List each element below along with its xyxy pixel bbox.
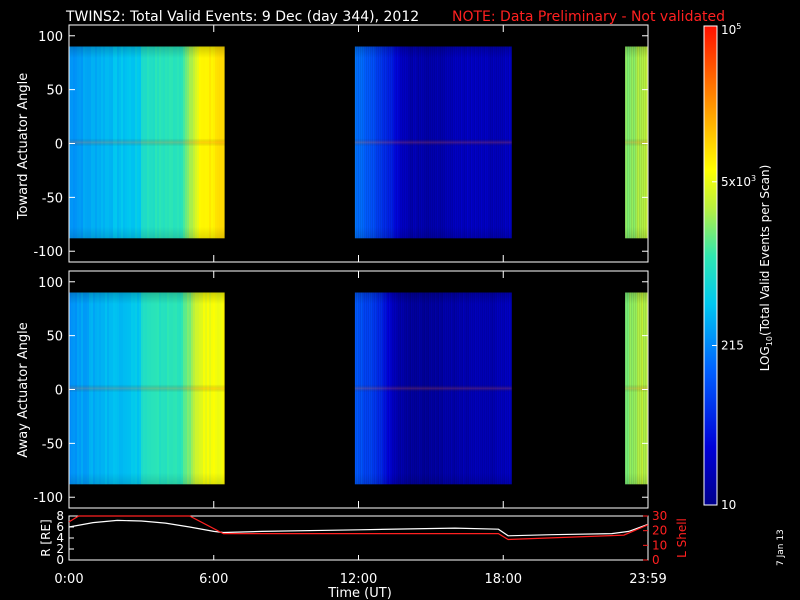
colorbar-label-rest: (Total Valid Events per Scan): [758, 165, 772, 336]
ytick-label: -100: [33, 245, 63, 260]
ytick-label: -50: [42, 191, 63, 206]
orbit-ytick2-label: 20: [652, 524, 667, 538]
colorbar-tick-label: 10: [721, 498, 736, 512]
heatmap-shading: [625, 292, 648, 485]
ytick-label: 100: [38, 30, 63, 45]
orbit-xtick-label: 23:59: [629, 572, 666, 587]
orbit-ylabel-left: R [RE]: [39, 519, 53, 556]
date-stamp: 7 Jan 13: [776, 529, 786, 566]
heatmap-block: [354, 292, 512, 485]
ytick-label: 100: [38, 276, 63, 291]
orbit-ytick-label: 6: [56, 520, 64, 534]
orbit-xtick-label: 12:00: [340, 572, 377, 587]
panel-toward-ylabel: Toward Actuator Angle: [16, 73, 31, 220]
heatmap-block: [69, 292, 225, 485]
colorbar-label-main: LOG: [758, 346, 772, 371]
colorbar-label: LOG10(Total Valid Events per Scan): [758, 165, 774, 372]
panel-away-ticks: 100 50 0 -50 -100: [33, 271, 649, 508]
colorbar-tick-base: 5x10: [721, 175, 751, 189]
colorbar-gradient: [703, 25, 718, 506]
ytick-label: -100: [33, 491, 63, 506]
panel-toward-heatmap: [69, 46, 648, 239]
orbit-ytick-label: 2: [56, 542, 64, 556]
heatmap-shading: [625, 46, 648, 239]
orbit-xlabel: Time (UT): [327, 586, 392, 600]
heatmap-block: [625, 292, 648, 485]
heatmap-block: [625, 46, 648, 239]
heatmap-shading: [69, 46, 225, 239]
orbit-ytick-label: 0: [56, 553, 64, 567]
heatmap-shading: [354, 46, 512, 239]
panel-toward: 100 50 0 -50 -100 Toward Actuator Angle: [16, 24, 649, 263]
panel-toward-ticks: 100 50 0 -50 -100: [33, 25, 649, 262]
colorbar-tick-base: 215: [721, 339, 744, 353]
orbit-ytick2-label: 10: [652, 538, 667, 552]
colorbar-tick-label: 5x103: [721, 174, 756, 189]
chart-note: NOTE: Data Preliminary - Not validated: [452, 9, 725, 25]
orbit-ylabel-right: L Shell: [675, 518, 689, 558]
lshell-line: [68, 515, 649, 541]
ytick-label: 0: [55, 138, 63, 153]
radius-line: [68, 519, 649, 537]
orbit-ytick2-label: 30: [652, 509, 667, 523]
heatmap-block: [69, 46, 225, 239]
orbit-ytick2-label: 0: [652, 553, 660, 567]
ytick-label: 50: [46, 330, 63, 345]
orbit-ytick-label: 8: [56, 509, 64, 523]
panel-away: 100 50 0 -50 -100 Away Actuator Angle: [16, 270, 649, 509]
colorbar-label-sub: 10: [765, 336, 774, 346]
panel-away-heatmap: [69, 292, 648, 485]
colorbar-tick-base: 10: [721, 498, 736, 512]
colorbar-tick-label: 105: [721, 22, 741, 37]
panel-away-ylabel: Away Actuator Angle: [16, 322, 31, 457]
heatmap-block: [354, 46, 512, 239]
colorbar-tick-exponent: 5: [736, 22, 741, 31]
ytick-label: 50: [46, 84, 63, 99]
ytick-label: -50: [42, 437, 63, 452]
chart-title: TWINS2: Total Valid Events: 9 Dec (day 3…: [65, 9, 419, 25]
colorbar-tick-label: 215: [721, 339, 744, 353]
orbit-xtick-label: 0:00: [54, 572, 83, 587]
orbit-xtick-label: 6:00: [199, 572, 228, 587]
orbit-ytick-label: 4: [56, 531, 64, 545]
heatmap-shading: [69, 292, 225, 485]
orbit-xtick-label: 18:00: [485, 572, 522, 587]
ytick-label: 0: [55, 384, 63, 399]
heatmap-shading: [354, 292, 512, 485]
colorbar-tick-exponent: 3: [751, 174, 756, 183]
colorbar-tick-base: 10: [721, 23, 736, 37]
